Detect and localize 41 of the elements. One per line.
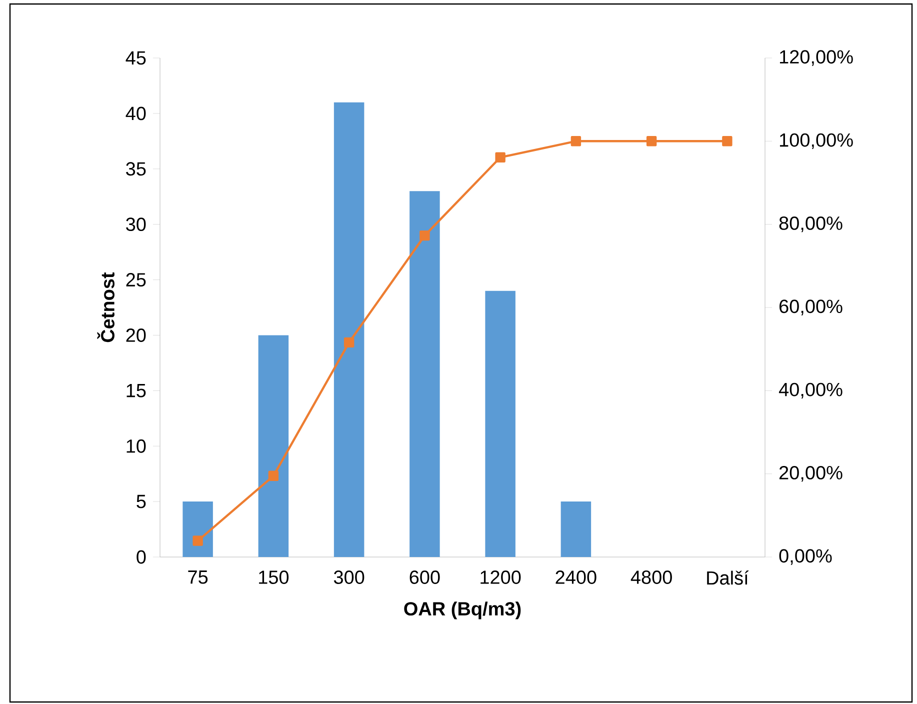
x-tick-label: 150 bbox=[259, 570, 289, 584]
x-tick-label: 1200 bbox=[480, 570, 521, 584]
bar bbox=[334, 102, 364, 557]
y-tick-label: 10 bbox=[126, 439, 146, 453]
y2-tick-label: 120,00% bbox=[780, 50, 853, 66]
point bbox=[420, 230, 430, 241]
x-tick-label: 2400 bbox=[556, 570, 596, 584]
x-tick-label: 4800 bbox=[630, 570, 672, 584]
y2-tick-label: 80,00% bbox=[779, 216, 842, 232]
point bbox=[344, 337, 354, 348]
x-tick-label: Další bbox=[707, 570, 749, 585]
point bbox=[192, 536, 203, 546]
bar bbox=[485, 290, 516, 557]
bar bbox=[410, 191, 440, 557]
y-tick-label: 15 bbox=[126, 384, 146, 398]
bar bbox=[258, 335, 289, 557]
y2-tick-label: 60,00% bbox=[780, 300, 842, 316]
x-tick-label: 300 bbox=[334, 570, 364, 584]
y-tick-label: 20 bbox=[126, 328, 146, 342]
y-tick-label: 45 bbox=[126, 51, 146, 65]
bar bbox=[560, 502, 592, 557]
point bbox=[722, 136, 732, 146]
x-tick-label: 75 bbox=[188, 570, 208, 584]
point bbox=[268, 470, 279, 482]
bar bbox=[182, 502, 213, 557]
y2-tick-label: 100,00% bbox=[780, 133, 853, 150]
point bbox=[495, 152, 506, 162]
y-tick-label: 30 bbox=[126, 218, 146, 232]
y-tick-label: 40 bbox=[126, 106, 146, 120]
y2-tick-label: 20,00% bbox=[779, 466, 842, 482]
y-tick-label: 5 bbox=[136, 494, 146, 508]
point bbox=[570, 136, 582, 146]
x-axis-title: OAR (Bq/m3) bbox=[404, 602, 521, 620]
point bbox=[646, 136, 657, 146]
y-tick-label: 25 bbox=[126, 273, 146, 287]
x-tick-label: 600 bbox=[410, 570, 440, 584]
y2-tick-label: 40,00% bbox=[778, 382, 842, 399]
y-tick-label: 0 bbox=[136, 550, 146, 564]
y-axis-title: Četnost bbox=[97, 272, 114, 342]
y-tick-label: 35 bbox=[126, 162, 146, 176]
y2-tick-label: 0,00% bbox=[779, 549, 832, 565]
